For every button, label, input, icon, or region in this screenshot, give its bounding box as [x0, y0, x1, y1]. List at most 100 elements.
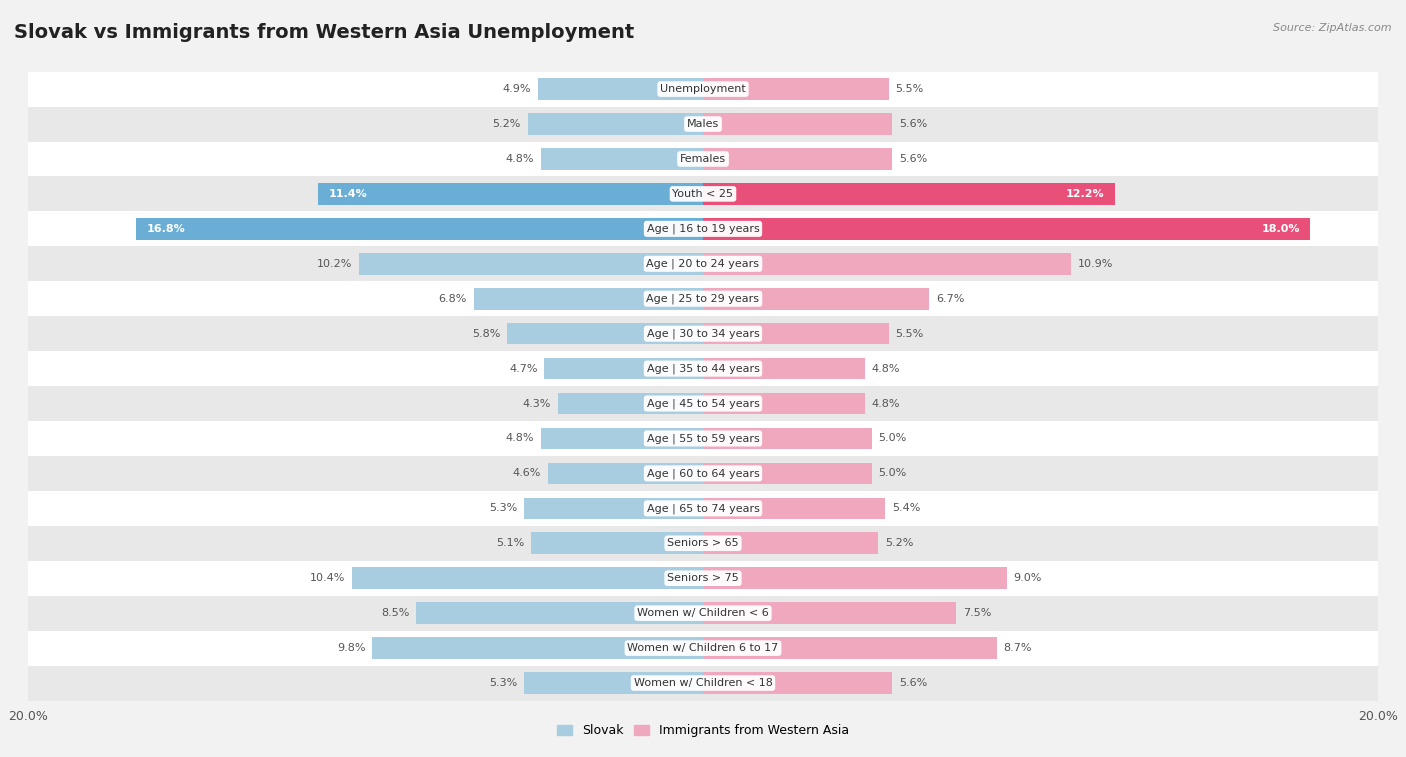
Bar	[28, 526, 1378, 561]
Text: Seniors > 75: Seniors > 75	[666, 573, 740, 583]
Text: 5.0%: 5.0%	[879, 469, 907, 478]
Bar	[28, 107, 1378, 142]
Text: Females: Females	[681, 154, 725, 164]
Bar	[703, 114, 891, 135]
Text: 16.8%: 16.8%	[146, 224, 186, 234]
Bar	[703, 497, 886, 519]
Text: 10.2%: 10.2%	[316, 259, 352, 269]
Bar	[416, 603, 703, 624]
Text: Age | 55 to 59 years: Age | 55 to 59 years	[647, 433, 759, 444]
Text: Males: Males	[688, 119, 718, 129]
Text: 4.6%: 4.6%	[513, 469, 541, 478]
Text: 9.8%: 9.8%	[337, 643, 366, 653]
Bar	[318, 183, 703, 204]
Bar	[703, 358, 865, 379]
Text: 5.5%: 5.5%	[896, 329, 924, 338]
Bar	[28, 142, 1378, 176]
Bar	[703, 183, 1115, 204]
Bar	[136, 218, 703, 240]
Bar	[524, 672, 703, 694]
Bar	[28, 596, 1378, 631]
Bar	[703, 568, 1007, 589]
Bar	[28, 631, 1378, 665]
Bar	[28, 282, 1378, 316]
Bar	[703, 78, 889, 100]
Text: Women w/ Children 6 to 17: Women w/ Children 6 to 17	[627, 643, 779, 653]
Text: 4.3%: 4.3%	[523, 398, 551, 409]
Bar	[703, 288, 929, 310]
Bar	[28, 246, 1378, 282]
Bar	[703, 603, 956, 624]
Bar	[703, 672, 891, 694]
Text: 4.9%: 4.9%	[502, 84, 531, 94]
Bar	[703, 253, 1071, 275]
Bar	[703, 322, 889, 344]
Text: 5.3%: 5.3%	[489, 503, 517, 513]
Text: Age | 65 to 74 years: Age | 65 to 74 years	[647, 503, 759, 513]
Text: Seniors > 65: Seniors > 65	[668, 538, 738, 548]
Bar	[28, 72, 1378, 107]
Bar	[531, 532, 703, 554]
Text: Age | 20 to 24 years: Age | 20 to 24 years	[647, 259, 759, 269]
Text: 5.3%: 5.3%	[489, 678, 517, 688]
Bar	[28, 561, 1378, 596]
Bar	[28, 491, 1378, 526]
Text: 5.1%: 5.1%	[496, 538, 524, 548]
Text: 8.5%: 8.5%	[381, 608, 409, 618]
Text: 4.8%: 4.8%	[506, 154, 534, 164]
Text: Unemployment: Unemployment	[661, 84, 745, 94]
Bar	[544, 358, 703, 379]
Bar	[352, 568, 703, 589]
Bar	[558, 393, 703, 414]
Bar	[28, 211, 1378, 246]
Text: 5.5%: 5.5%	[896, 84, 924, 94]
Text: 5.8%: 5.8%	[472, 329, 501, 338]
Text: Age | 16 to 19 years: Age | 16 to 19 years	[647, 223, 759, 234]
Text: 12.2%: 12.2%	[1066, 189, 1105, 199]
Bar	[703, 393, 865, 414]
Text: Slovak vs Immigrants from Western Asia Unemployment: Slovak vs Immigrants from Western Asia U…	[14, 23, 634, 42]
Text: Women w/ Children < 6: Women w/ Children < 6	[637, 608, 769, 618]
Bar	[28, 456, 1378, 491]
Text: 7.5%: 7.5%	[963, 608, 991, 618]
Text: 18.0%: 18.0%	[1261, 224, 1301, 234]
Text: Age | 60 to 64 years: Age | 60 to 64 years	[647, 468, 759, 478]
Bar	[474, 288, 703, 310]
Text: 5.2%: 5.2%	[886, 538, 914, 548]
Bar	[541, 148, 703, 170]
Text: 4.7%: 4.7%	[509, 363, 537, 374]
Text: 5.4%: 5.4%	[891, 503, 921, 513]
Text: 10.9%: 10.9%	[1077, 259, 1114, 269]
Bar	[703, 218, 1310, 240]
Text: 9.0%: 9.0%	[1014, 573, 1042, 583]
Bar	[703, 532, 879, 554]
Text: Youth < 25: Youth < 25	[672, 189, 734, 199]
Bar	[28, 386, 1378, 421]
Bar	[703, 637, 997, 659]
Bar	[28, 351, 1378, 386]
Bar	[28, 316, 1378, 351]
Text: 6.8%: 6.8%	[439, 294, 467, 304]
Bar	[527, 114, 703, 135]
Text: 6.7%: 6.7%	[936, 294, 965, 304]
Bar	[524, 497, 703, 519]
Text: Age | 25 to 29 years: Age | 25 to 29 years	[647, 294, 759, 304]
Bar	[28, 421, 1378, 456]
Bar	[359, 253, 703, 275]
Text: 5.2%: 5.2%	[492, 119, 520, 129]
Text: 5.6%: 5.6%	[898, 154, 927, 164]
Text: Women w/ Children < 18: Women w/ Children < 18	[634, 678, 772, 688]
Bar	[28, 665, 1378, 700]
Legend: Slovak, Immigrants from Western Asia: Slovak, Immigrants from Western Asia	[553, 719, 853, 743]
Text: 10.4%: 10.4%	[309, 573, 346, 583]
Text: Source: ZipAtlas.com: Source: ZipAtlas.com	[1274, 23, 1392, 33]
Text: Age | 35 to 44 years: Age | 35 to 44 years	[647, 363, 759, 374]
Text: 4.8%: 4.8%	[506, 434, 534, 444]
Text: Age | 30 to 34 years: Age | 30 to 34 years	[647, 329, 759, 339]
Bar	[703, 463, 872, 484]
Bar	[703, 428, 872, 450]
Bar	[541, 428, 703, 450]
Text: 5.0%: 5.0%	[879, 434, 907, 444]
Bar	[537, 78, 703, 100]
Bar	[508, 322, 703, 344]
